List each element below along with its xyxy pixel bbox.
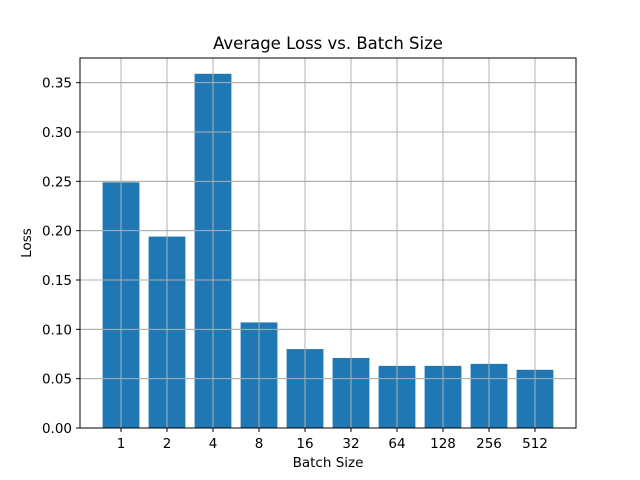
y-axis-ticks: 0.00 0.05 0.10 0.15 0.20 0.25 0.30 0.35 [42, 76, 80, 437]
x-tick-label: 4 [209, 436, 218, 452]
x-tick-label: 1 [117, 436, 126, 452]
y-tick-label: 0.30 [42, 125, 72, 141]
y-tick-label: 0.05 [42, 372, 72, 388]
x-axis-ticks: 1 2 4 8 16 32 64 128 256 512 [117, 428, 548, 452]
x-axis-label: Batch Size [293, 455, 364, 471]
y-tick-label: 0.10 [42, 322, 72, 338]
x-tick-label: 256 [476, 436, 502, 452]
y-tick-label: 0.00 [42, 421, 72, 437]
x-tick-label: 8 [255, 436, 264, 452]
y-tick-label: 0.20 [42, 224, 72, 240]
x-tick-label: 512 [522, 436, 548, 452]
x-tick-label: 16 [296, 436, 313, 452]
plot-frame [79, 57, 577, 429]
x-tick-label: 128 [430, 436, 456, 452]
y-tick-label: 0.35 [42, 76, 72, 92]
x-tick-label: 64 [388, 436, 405, 452]
y-tick-label: 0.15 [42, 273, 72, 289]
x-tick-label: 32 [342, 436, 359, 452]
y-axis-label: Loss [19, 228, 35, 258]
y-tick-label: 0.25 [42, 174, 72, 190]
grid-lines-overlay [80, 58, 576, 429]
x-tick-label: 2 [163, 436, 172, 452]
chart-title: Average Loss vs. Batch Size [213, 34, 443, 53]
